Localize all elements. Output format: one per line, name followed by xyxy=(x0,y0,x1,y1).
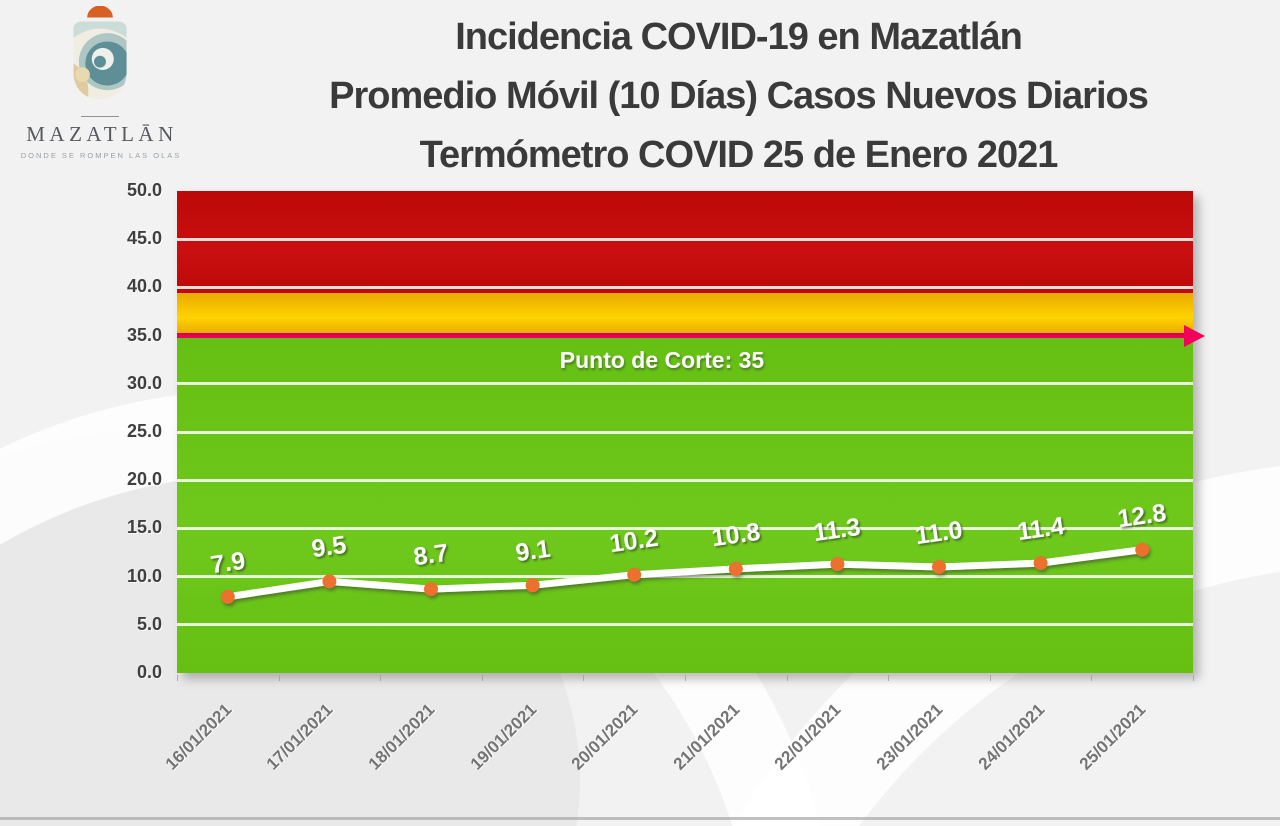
y-axis-label: 40.0 xyxy=(126,276,162,297)
y-axis-label: 5.0 xyxy=(136,613,162,634)
x-axis-tick xyxy=(278,675,280,681)
data-series xyxy=(220,542,1150,604)
mazatlan-logo: MAZATLĀN DONDE SE ROMPEN LAS OLAS xyxy=(8,6,192,160)
gridline xyxy=(177,478,1193,482)
zone-rojo xyxy=(177,191,1193,294)
x-axis-label: 19/01/2021 xyxy=(466,700,541,774)
y-axis-label: 25.0 xyxy=(126,421,162,441)
title-line-1: Incidencia COVID-19 en Mazatlán xyxy=(455,16,1023,58)
x-axis-label: 21/01/2021 xyxy=(669,700,744,774)
x-axis-tick xyxy=(888,675,890,681)
y-axis-label: 50.0 xyxy=(126,180,162,200)
y-axis-label: 30.0 xyxy=(126,372,162,393)
y-axis-label: 0.0 xyxy=(136,662,162,682)
title-line-2: Promedio Móvil (10 Días) Casos Nuevos Di… xyxy=(329,75,1149,117)
x-axis-label: 16/01/2021 xyxy=(161,700,236,774)
x-axis-label: 17/01/2021 xyxy=(263,700,337,774)
x-axis-tick xyxy=(1193,675,1194,681)
gridline xyxy=(177,526,1193,530)
gridline xyxy=(177,623,1193,627)
gridline xyxy=(177,430,1193,434)
y-axis-label: 35.0 xyxy=(126,324,162,345)
chart-title-block: Incidencia COVID-19 en Mazatlán Promedio… xyxy=(205,8,1272,185)
y-axis-label: 10.0 xyxy=(126,565,162,586)
x-axis-tick xyxy=(481,675,483,681)
title-line-3: Termómetro COVID 25 de Enero 2021 xyxy=(419,134,1059,176)
data-point-marker xyxy=(932,560,946,574)
data-point-marker xyxy=(830,557,845,572)
data-point-marker xyxy=(728,561,743,576)
x-axis-label: 22/01/2021 xyxy=(771,700,845,774)
x-axis-tick xyxy=(989,675,991,681)
x-axis-tick xyxy=(786,675,788,681)
gridline xyxy=(177,237,1193,241)
cutoff-label: Punto de Corte: 35 xyxy=(559,346,765,373)
mazatlan-shell-icon xyxy=(73,6,127,100)
plot-area xyxy=(177,191,1193,673)
zone-amarillo xyxy=(177,293,1193,334)
x-axis-tick xyxy=(1091,675,1093,681)
data-point-marker xyxy=(424,582,438,597)
x-axis-tick xyxy=(583,675,585,681)
x-axis-tick xyxy=(177,675,178,681)
y-axis-label: 15.0 xyxy=(126,517,162,538)
x-axis-label: 24/01/2021 xyxy=(974,700,1049,774)
series-line xyxy=(224,546,1146,601)
y-axis-label: 20.0 xyxy=(126,469,162,490)
logo-tagline: DONDE SE ROMPEN LAS OLAS xyxy=(20,151,182,160)
x-axis-label: 25/01/2021 xyxy=(1076,700,1150,774)
logo-sun-shape xyxy=(87,6,113,18)
data-point-marker xyxy=(322,574,337,589)
x-axis-label: 20/01/2021 xyxy=(568,700,642,774)
cutoff-line xyxy=(177,333,1193,339)
bottom-divider xyxy=(0,817,1280,820)
data-point-marker xyxy=(627,567,642,582)
zone-verde xyxy=(177,333,1193,673)
x-axis-label: 18/01/2021 xyxy=(364,700,439,774)
gridline xyxy=(177,285,1193,289)
cutoff-arrow-icon xyxy=(1184,324,1205,347)
logo-wordmark: MAZATLĀN xyxy=(26,122,178,146)
x-axis-tick xyxy=(685,675,686,681)
data-point-marker xyxy=(1033,556,1048,571)
data-point-marker xyxy=(220,589,235,604)
gridline xyxy=(177,575,1193,579)
y-axis-label: 45.0 xyxy=(126,228,162,249)
x-axis-tick xyxy=(380,675,382,681)
data-point-marker xyxy=(1135,542,1150,557)
x-axis-label: 23/01/2021 xyxy=(872,700,947,774)
gridline xyxy=(177,382,1193,386)
data-point-marker xyxy=(525,578,540,593)
logo-divider xyxy=(81,116,119,117)
